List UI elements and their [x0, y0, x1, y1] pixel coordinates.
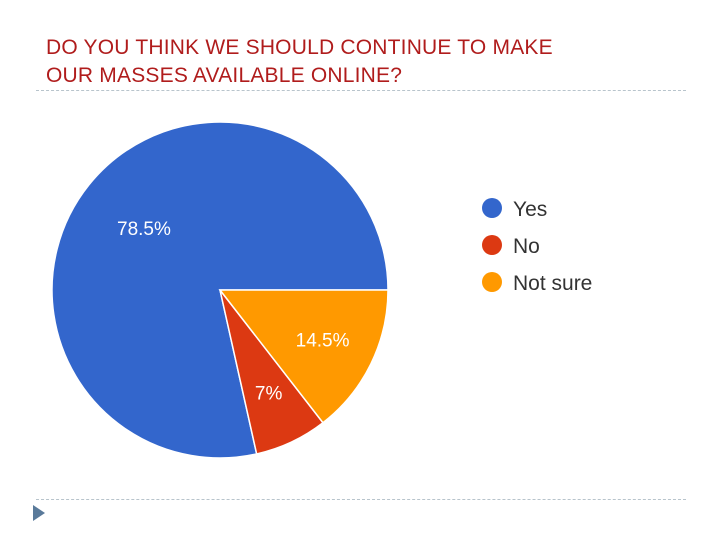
slice-label-no: 7%	[255, 383, 283, 404]
legend-label-yes: Yes	[513, 198, 547, 221]
bullet-arrow-icon	[33, 505, 45, 521]
title-line-2: OUR MASSES AVAILABLE ONLINE?	[46, 64, 403, 87]
legend-swatch-yes	[482, 198, 502, 218]
pie-slices	[51, 121, 389, 459]
legend-swatch-no	[482, 235, 502, 255]
slide-title: DO YOU THINK WE SHOULD CONTINUE TO MAKE …	[46, 34, 686, 90]
legend-label-no: No	[513, 235, 540, 258]
chart-legend: Yes No Not sure	[482, 198, 592, 295]
bottom-divider	[36, 499, 686, 500]
legend-label-not-sure: Not sure	[513, 272, 592, 295]
top-divider	[36, 90, 686, 91]
pie-slice-labels: 78.5% 7% 14.5%	[117, 219, 350, 404]
slice-label-yes: 78.5%	[117, 219, 171, 240]
slice-label-not-sure: 14.5%	[296, 330, 350, 351]
legend-swatch-not-sure	[482, 272, 502, 292]
title-line-1: DO YOU THINK WE SHOULD CONTINUE TO MAKE	[46, 36, 553, 59]
pie-slice-not-sure	[218, 289, 389, 424]
